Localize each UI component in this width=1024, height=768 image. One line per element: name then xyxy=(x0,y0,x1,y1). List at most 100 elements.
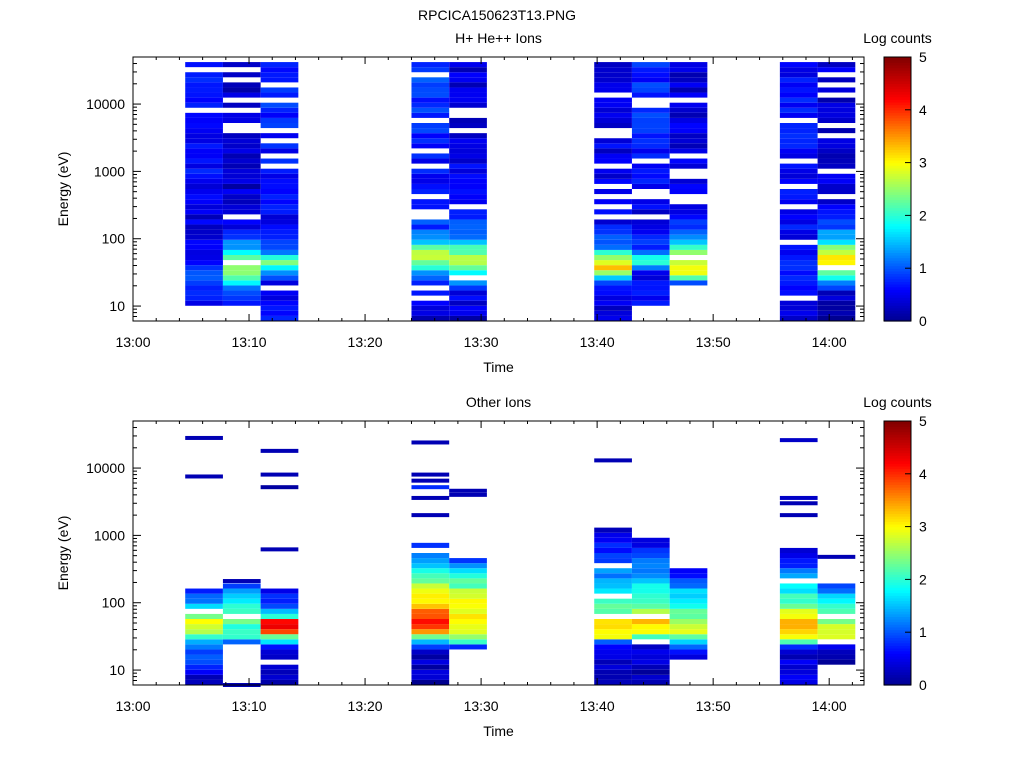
spectrogram-line xyxy=(411,472,450,477)
spectrogram-cell xyxy=(185,280,223,286)
spectrogram-cell xyxy=(817,659,856,665)
colorbar-tick-label: 4 xyxy=(919,466,927,482)
spectrogram-cell xyxy=(779,260,818,266)
spectrogram-cell xyxy=(411,542,450,548)
x-tick-label: 13:10 xyxy=(232,698,267,714)
spectrogram-cell xyxy=(260,204,299,210)
spectrogram-cell xyxy=(594,634,632,640)
spectrogram-cell xyxy=(817,204,856,210)
colorbar-swatch xyxy=(884,682,911,686)
spectrogram-cell xyxy=(631,629,670,635)
spectrogram-cell xyxy=(449,558,487,564)
spectrogram-cell xyxy=(631,219,670,225)
spectrogram-cell xyxy=(185,128,223,134)
spectrogram-cell xyxy=(669,613,708,619)
spectrogram-cell xyxy=(594,143,632,149)
spectrogram-cell xyxy=(411,153,450,159)
colorbar-swatch xyxy=(884,281,911,285)
colorbar-swatch xyxy=(884,545,911,549)
spectrogram-cell xyxy=(411,568,450,574)
spectrogram-line xyxy=(411,440,450,445)
colorbar-tick-label: 1 xyxy=(919,624,927,640)
spectrogram-cell xyxy=(411,92,450,98)
x-tick-label: 13:20 xyxy=(348,698,383,714)
spectrogram-cell xyxy=(260,183,299,189)
spectrogram-cell xyxy=(185,183,223,189)
spectrogram-cell xyxy=(449,280,487,286)
spectrogram-cell xyxy=(669,275,708,281)
spectrogram-cell xyxy=(594,209,632,215)
spectrogram-cell xyxy=(779,148,818,154)
y-axis-label: Energy (eV) xyxy=(55,152,71,227)
spectrogram-cell xyxy=(411,674,450,680)
colorbar-swatch xyxy=(884,426,911,430)
spectrogram-cell xyxy=(631,558,670,564)
spectrogram-cell xyxy=(260,654,299,660)
spectrogram-cell xyxy=(594,598,632,604)
spectrogram-cell xyxy=(449,563,487,569)
spectrogram-cell xyxy=(260,67,299,73)
spectrogram-cell xyxy=(817,128,856,134)
colorbar-swatch xyxy=(884,62,911,66)
spectrogram-cell xyxy=(779,280,818,286)
spectrogram-cell xyxy=(185,603,223,609)
spectrogram-cell xyxy=(260,148,299,154)
spectrogram-cell xyxy=(185,219,223,225)
spectrogram-cell xyxy=(594,72,632,78)
spectrogram-cell xyxy=(779,138,818,144)
y-tick-label: 100 xyxy=(102,231,126,247)
colorbar-swatch xyxy=(884,619,911,623)
spectrogram-cell xyxy=(411,553,450,559)
colorbar-swatch xyxy=(884,212,911,216)
spectrogram-cell xyxy=(779,82,818,88)
spectrogram-cell xyxy=(594,270,632,276)
spectrogram-cell xyxy=(594,265,632,271)
spectrogram-cell xyxy=(411,578,450,584)
spectrogram-cell xyxy=(222,158,261,164)
spectrogram-cell xyxy=(449,82,487,88)
spectrogram-cell xyxy=(185,97,223,103)
spectrogram-cell xyxy=(449,285,487,291)
spectrogram-cell xyxy=(594,573,632,579)
spectrogram-cell xyxy=(779,255,818,261)
colorbar-swatch xyxy=(884,315,911,319)
spectrogram-cell xyxy=(817,583,856,589)
colorbar-swatch xyxy=(884,313,911,317)
colorbar-swatch xyxy=(884,423,911,427)
spectrogram-cell xyxy=(631,234,670,240)
spectrogram-cell xyxy=(222,82,261,88)
spectrogram-cell xyxy=(411,234,450,240)
spectrogram-cell xyxy=(260,244,299,250)
spectrogram-cell xyxy=(779,72,818,78)
colorbar-swatch xyxy=(884,452,911,456)
spectrogram-cell xyxy=(817,97,856,103)
spectrogram-cell xyxy=(222,72,261,78)
spectrogram-cell xyxy=(817,239,856,245)
colorbar-swatch xyxy=(884,626,911,631)
spectrogram-cell xyxy=(631,163,670,169)
colorbar-swatch xyxy=(884,75,911,79)
spectrogram-cell xyxy=(594,644,632,650)
spectrogram-cell xyxy=(631,578,670,584)
spectrogram-cell xyxy=(260,194,299,200)
spectrogram-cell xyxy=(779,608,818,614)
spectrogram-cell xyxy=(449,644,487,650)
spectrogram-cell xyxy=(631,659,670,665)
spectrogram-cell xyxy=(260,87,299,93)
spectrogram-cell xyxy=(449,219,487,225)
colorbar-swatch xyxy=(884,444,911,448)
spectrogram-cell xyxy=(449,148,487,154)
spectrogram-cell xyxy=(222,265,261,271)
spectrogram-cell xyxy=(411,664,450,670)
spectrogram-cell xyxy=(779,664,818,670)
spectrogram-line xyxy=(260,448,299,453)
spectrogram-cell xyxy=(594,558,632,564)
colorbar-swatch xyxy=(884,189,911,193)
spectrogram-cell xyxy=(449,214,487,220)
spectrogram-cell xyxy=(222,148,261,154)
spectrogram-cell xyxy=(411,619,450,625)
colorbar-swatch xyxy=(884,202,911,206)
spectrogram-cell xyxy=(817,290,856,296)
energy-sweep xyxy=(779,62,818,321)
spectrogram-cell xyxy=(779,603,818,609)
